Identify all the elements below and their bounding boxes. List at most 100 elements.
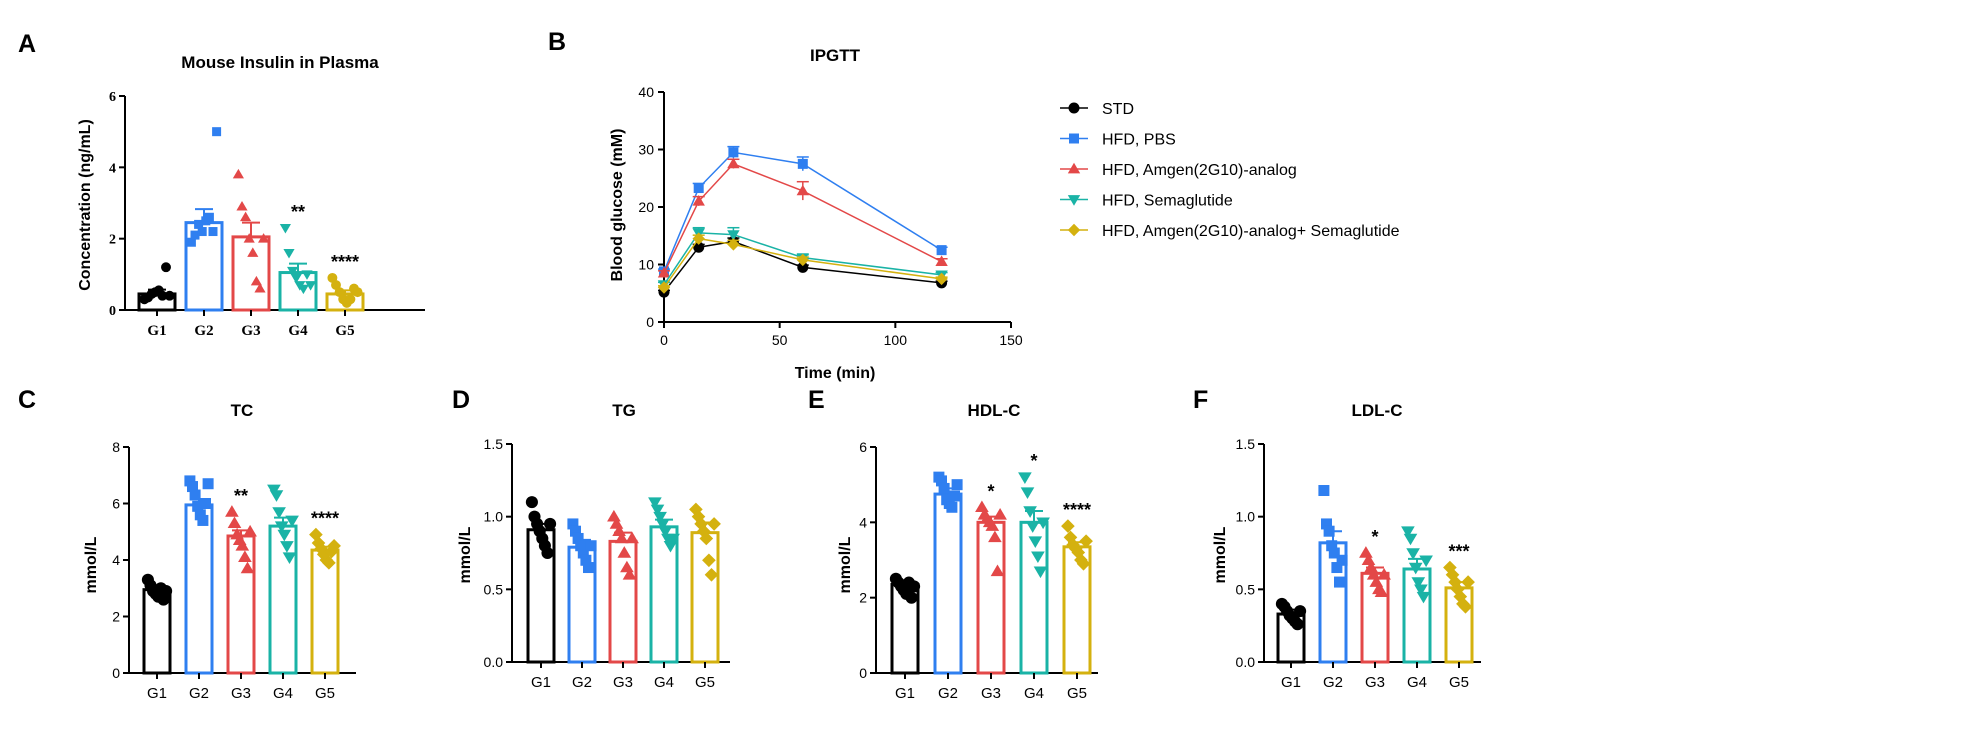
panel-letter-d: D	[452, 386, 470, 414]
chart-f-ylabel: mmol/L	[1212, 526, 1229, 583]
chart-f-ldl: 0.0 0.5 1.0 1.5 G1 G2 G3 * G4 G5 ***	[1236, 436, 1481, 691]
panel-letter-e: E	[808, 386, 825, 414]
chart-d-point-G4	[648, 497, 662, 509]
chart-a-point-G3	[236, 200, 248, 211]
chart-b-point-0	[797, 261, 809, 273]
chart-e-point-G3	[985, 519, 1000, 531]
chart-a-point-G3	[240, 211, 252, 222]
chart-e-ylabel: mmol/L	[837, 536, 854, 593]
chart-d-ytick-label: 1.0	[484, 509, 504, 525]
chart-c-significance-G5: ****	[311, 509, 339, 529]
legend-label-4: HFD, Amgen(2G10)-analog+ Semaglutide	[1102, 223, 1400, 240]
chart-c-xtick-label-G4: G4	[273, 685, 293, 702]
chart-c-bar-G4	[268, 524, 298, 675]
chart-f-point-G2	[1334, 576, 1345, 588]
chart-b-point-1	[797, 158, 808, 169]
chart-b-xtick-label: 100	[884, 332, 908, 348]
chart-a-point-G3	[247, 247, 259, 257]
chart-f-xtick-label-G3: G3	[1365, 674, 1385, 691]
chart-e-bar-G2	[933, 492, 963, 675]
chart-c-ytick-label: 6	[112, 496, 120, 512]
chart-c-point-G4	[285, 515, 299, 528]
chart-b-xtick-label: 150	[999, 332, 1023, 348]
chart-f-ytick-label: 0.0	[1236, 654, 1256, 670]
chart-d-point-G3	[614, 531, 629, 544]
chart-d-title: TG	[612, 401, 636, 420]
chart-b-point-2	[727, 157, 740, 169]
chart-d-point-G2	[572, 532, 584, 544]
legend-marker-1	[1069, 133, 1079, 144]
chart-c-xtick-label-G1: G1	[147, 685, 167, 702]
chart-a-ytick-label: 2	[109, 233, 116, 248]
chart-b-point-2	[657, 266, 671, 278]
chart-b-xtick-label: 0	[660, 332, 668, 348]
chart-b-xlabel: Time (min)	[795, 365, 876, 382]
legend-label-2: HFD, Amgen(2G10)-analog	[1102, 162, 1297, 179]
chart-e-point-G5	[1076, 556, 1091, 571]
chart-f-point-G1	[1294, 605, 1307, 618]
chart-d-tg: 0.0 0.5 1.0 1.5 G1 G2 G3 G4 G5	[484, 436, 730, 691]
chart-e-xtick-label-G2: G2	[938, 685, 958, 702]
chart-b-ytick-label: 40	[638, 84, 654, 100]
chart-a-ytick-label: 4	[109, 161, 116, 176]
chart-a-point-G3	[243, 233, 255, 243]
chart-e-xtick-label-G3: G3	[981, 685, 1001, 702]
chart-f-xtick-label-G5: G5	[1449, 674, 1469, 691]
chart-c-point-G4	[274, 521, 289, 533]
chart-f-point-G1	[1291, 618, 1304, 631]
chart-c-point-G3	[225, 505, 239, 517]
chart-a-xtick-label-G3: G3	[241, 323, 260, 339]
chart-c-bar-G3	[226, 534, 256, 675]
chart-f-point-G5	[1458, 599, 1473, 614]
chart-f-xtick-label-G1: G1	[1281, 674, 1301, 691]
chart-c-point-G3	[227, 516, 242, 529]
legend-marker-2	[1067, 162, 1081, 174]
chart-e-point-G2	[938, 482, 950, 494]
chart-d-point-G5	[694, 517, 708, 531]
chart-a-xtick-label-G2: G2	[194, 323, 213, 339]
chart-e-point-G4	[1028, 536, 1043, 548]
chart-b-point-3	[727, 230, 740, 241]
panel-letter-a: A	[18, 30, 36, 58]
chart-a-title: Mouse Insulin in Plasma	[181, 53, 379, 72]
chart-c-point-G2	[187, 481, 198, 493]
legend: STD HFD, PBS HFD, Amgen(2G10)-analog HFD, S…	[1060, 101, 1400, 240]
chart-f-point-G2	[1328, 547, 1340, 559]
chart-f-point-G2	[1331, 562, 1343, 574]
chart-b-point-1	[728, 147, 739, 158]
chart-d-point-G3	[622, 567, 637, 580]
chart-e-point-G2	[946, 501, 958, 513]
chart-c-xtick-label-G5: G5	[315, 685, 335, 702]
chart-d-xtick-label-G5: G5	[695, 674, 715, 691]
chart-e-hdl: 0 2 4 6 G1 G2 G3 * G4 * G5 ****	[859, 439, 1098, 702]
chart-c-xtick-label-G2: G2	[189, 685, 209, 702]
chart-a-point-G2	[208, 227, 218, 237]
chart-a-point-G2	[212, 127, 222, 137]
chart-b-point-2	[796, 184, 809, 196]
chart-d-point-G5	[689, 502, 703, 517]
chart-a-point-G4	[279, 224, 291, 234]
chart-d-point-G5	[704, 567, 719, 582]
chart-b-ylabel: Blood glucose (mM)	[609, 129, 626, 282]
chart-c-ytick-label: 0	[112, 665, 120, 681]
legend-marker-0	[1068, 102, 1080, 114]
panel-letter-c: C	[18, 386, 36, 414]
chart-a-point-G3	[254, 283, 266, 293]
chart-d-point-G4	[666, 533, 680, 546]
chart-c-point-G5	[327, 539, 341, 553]
chart-d-point-G2	[583, 562, 594, 574]
chart-c-point-G3	[235, 539, 250, 551]
chart-a-point-G2	[194, 219, 204, 229]
chart-b-point-4	[692, 232, 705, 245]
chart-e-significance-G4: *	[1030, 451, 1037, 471]
chart-e-bar-G3	[976, 520, 1006, 675]
chart-a-point-G2	[204, 212, 214, 222]
chart-f-significance-G5: ***	[1448, 542, 1469, 562]
chart-d-xtick-label-G1: G1	[531, 674, 551, 691]
chart-c-ytick-label: 4	[112, 552, 120, 568]
chart-c-point-G4	[280, 541, 294, 553]
chart-d-point-G2	[575, 540, 587, 552]
chart-a-point-G2	[197, 227, 207, 237]
chart-c-ylabel: mmol/L	[83, 536, 100, 593]
chart-b-ytick-label: 30	[638, 142, 654, 158]
